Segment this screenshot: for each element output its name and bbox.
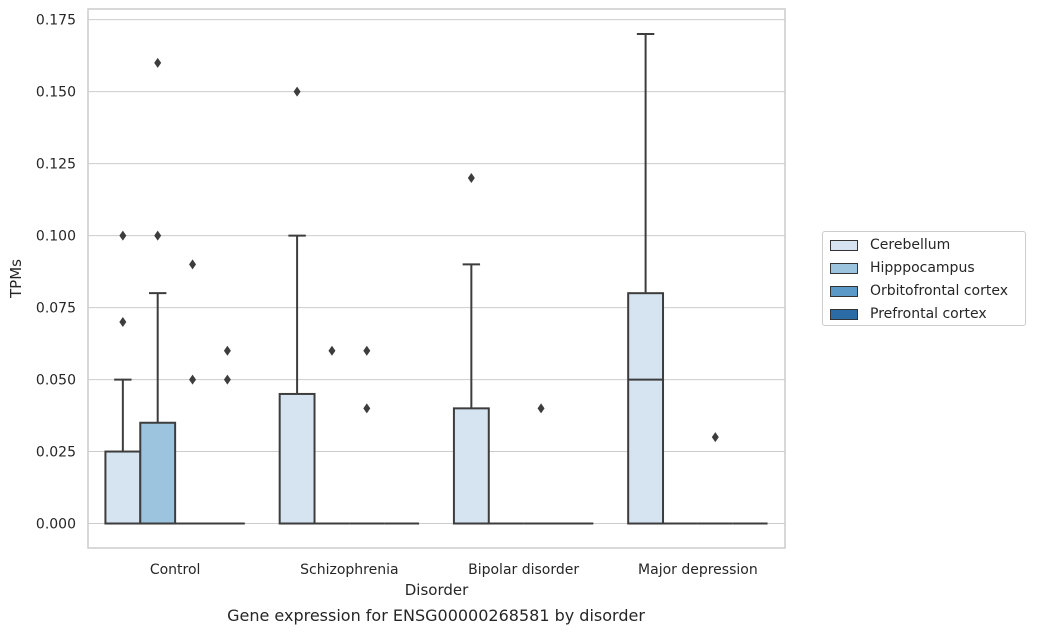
legend-label: Hipppocampus	[870, 260, 975, 276]
outlier-point	[223, 345, 231, 356]
y-tick-label: 0.125	[36, 157, 76, 173]
y-tick-label: 0.000	[36, 517, 76, 533]
box-body	[278, 392, 316, 525]
box-body	[104, 450, 142, 525]
legend-swatch	[830, 239, 858, 251]
outlier-point	[537, 403, 545, 414]
outlier-point	[328, 345, 336, 356]
box-body	[452, 407, 490, 525]
legend-swatch	[830, 285, 858, 297]
legend-item: Hipppocampus	[830, 258, 975, 278]
chart-legend: Cerebellum Hipppocampus Orbitofrontal cort…	[822, 231, 1026, 326]
legend-label: Prefrontal cortex	[870, 306, 987, 322]
y-tick-label: 0.150	[36, 85, 76, 101]
box-orbitofrontal-cortex	[349, 345, 385, 525]
x-tick-label: Major depression	[638, 562, 758, 578]
box-orbitofrontal-cortex	[523, 403, 559, 525]
x-tick-label: Control	[150, 562, 201, 578]
outlier-point	[189, 374, 197, 385]
box-cerebellum	[452, 173, 490, 525]
x-tick-label: Schizophrenia	[300, 562, 398, 578]
legend-swatch	[830, 308, 858, 320]
outlier-point	[189, 259, 197, 270]
outlier-point	[119, 230, 127, 241]
legend-swatch	[830, 262, 858, 274]
outlier-point	[363, 345, 371, 356]
box-orbitofrontal-cortex	[175, 259, 210, 525]
legend-item: Orbitofrontal cortex	[830, 281, 1008, 301]
legend-label: Orbitofrontal cortex	[870, 283, 1008, 299]
y-tick-label: 0.050	[36, 373, 76, 389]
box-cerebellum	[104, 230, 142, 525]
box-body	[627, 292, 665, 525]
chart-caption: Gene expression for ENSG00000268581 by d…	[227, 606, 645, 625]
outlier-point	[711, 432, 719, 443]
outlier-point	[154, 230, 162, 241]
x-axis-label: Disorder	[405, 581, 469, 599]
outlier-point	[363, 403, 371, 414]
box-cerebellum	[627, 33, 665, 525]
box-cerebellum	[278, 86, 316, 525]
plot-frame	[87, 8, 786, 549]
box-orbitofrontal-cortex	[697, 432, 733, 525]
outlier-point	[293, 86, 301, 97]
y-tick-label: 0.025	[36, 445, 76, 461]
x-tick-label: Bipolar disorder	[468, 562, 579, 578]
legend-item: Prefrontal cortex	[830, 304, 987, 324]
legend-label: Cerebellum	[870, 237, 951, 253]
y-axis-label: TPMs	[7, 259, 25, 299]
legend-item: Cerebellum	[830, 235, 950, 255]
box-prefrontal-cortex	[209, 345, 245, 525]
y-tick-label: 0.100	[36, 229, 76, 245]
outlier-point	[467, 173, 475, 184]
outlier-point	[154, 57, 162, 68]
outlier-point	[119, 316, 127, 327]
box-hipppocampus	[314, 345, 350, 525]
outlier-point	[223, 374, 231, 385]
y-tick-label: 0.075	[36, 301, 76, 317]
box-body	[139, 421, 177, 525]
y-tick-label: 0.175	[36, 13, 76, 29]
box-hipppocampus	[139, 57, 177, 525]
